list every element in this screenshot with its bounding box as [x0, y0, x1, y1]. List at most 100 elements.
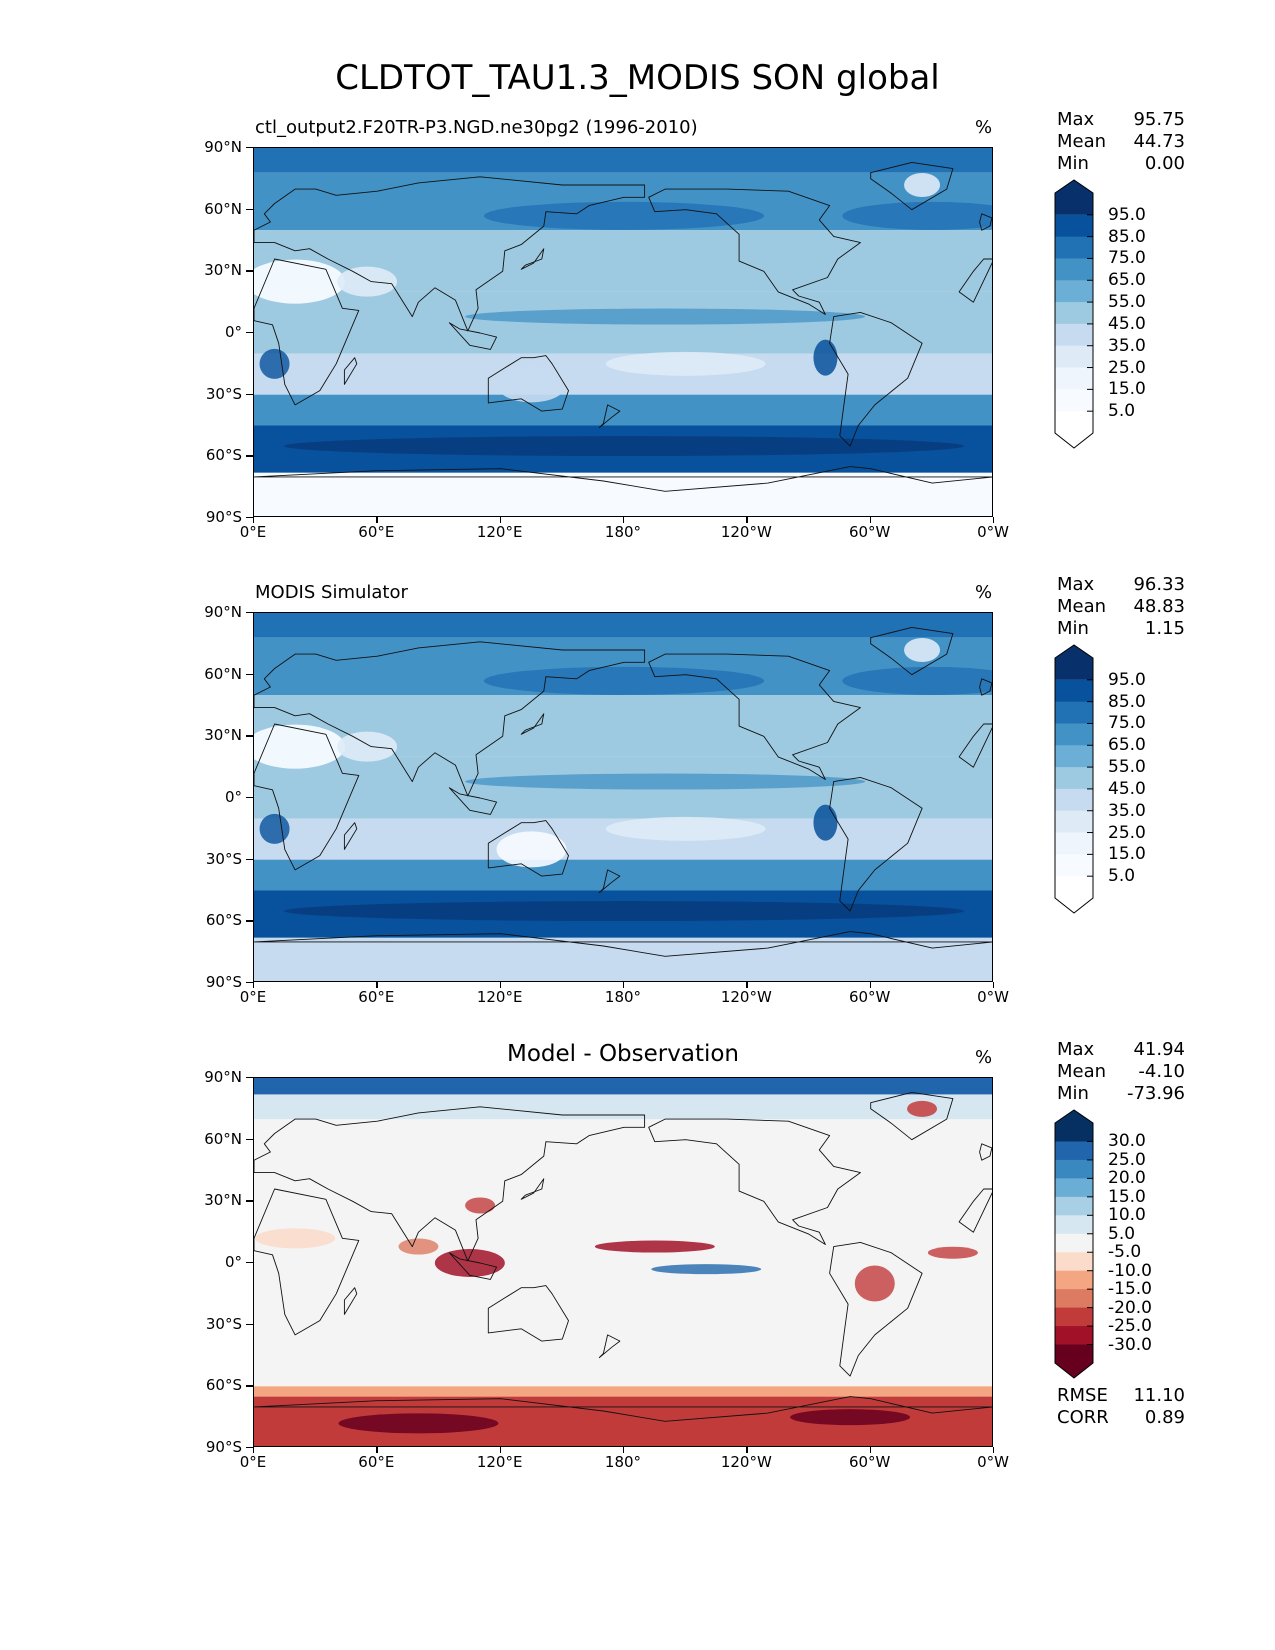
cloud-peru-stratocumulus	[813, 339, 838, 376]
stat-label: CORR	[1057, 1407, 1109, 1428]
stat-label: Max	[1057, 1039, 1095, 1060]
colorbar-segment-5	[1055, 767, 1093, 790]
lon-tick-label: 180°	[604, 523, 642, 541]
coastline-2	[254, 176, 646, 332]
lon-tick-label: 120°E	[476, 523, 523, 541]
lat-tick-mark	[246, 1138, 253, 1140]
lon-tick-mark	[993, 982, 995, 988]
colorbar-label: 10.0	[1108, 1205, 1146, 1226]
coastline-2	[254, 1106, 646, 1262]
lat-tick-label: 90°N	[204, 1068, 242, 1086]
lat-tick-mark	[246, 1262, 253, 1264]
colorbar-segment-6	[1055, 1233, 1093, 1253]
lon-tick-label: 180°	[604, 1453, 642, 1471]
units-label: %	[975, 582, 993, 603]
lat-tick-mark	[246, 147, 253, 149]
panel-title: Model - Observation	[506, 1041, 740, 1067]
panel-title: ctl_output2.F20TR-P3.NGD.ne30pg2 (1996-2…	[255, 117, 698, 138]
colorbar-label: 55.0	[1108, 292, 1146, 313]
colorbar-label: -10.0	[1108, 1260, 1152, 1281]
colorbar-segment-8	[1055, 832, 1093, 855]
diff-background	[254, 1078, 992, 1387]
colorbar-segment-7	[1055, 345, 1093, 369]
coastline-6	[870, 626, 954, 676]
coastline-5	[829, 311, 923, 447]
stat-value: 48.83	[1133, 596, 1185, 617]
lat-tick-mark	[246, 1200, 253, 1202]
lon-tick-mark	[869, 982, 871, 988]
lon-tick-mark	[376, 517, 378, 523]
colorbar-segment-4	[1055, 1196, 1093, 1216]
diff-amazon-negative	[854, 1265, 895, 1302]
lon-tick-mark	[376, 982, 378, 988]
colorbar-segment-2	[1055, 236, 1093, 259]
lat-tick-label: 90°S	[205, 973, 242, 991]
diff-greenland-negative	[907, 1100, 938, 1117]
diff-west-antarctica-deep	[790, 1409, 911, 1426]
colorbar-label: 5.0	[1108, 866, 1136, 887]
coastline-10	[979, 1143, 992, 1161]
stat-label: Mean	[1057, 1061, 1107, 1082]
lon-tick-label: 0°E	[239, 523, 267, 541]
colorbar-label: 25.0	[1108, 1149, 1146, 1170]
lat-tick-label: 30°S	[205, 849, 242, 868]
map-model	[253, 147, 993, 517]
lat-tick-mark	[246, 270, 253, 272]
diff-equatorial-positive	[651, 1264, 762, 1275]
colorbar-label: 15.0	[1108, 379, 1146, 400]
stat-row-mean: Mean 44.73	[1057, 131, 1185, 153]
cloud-greenland	[904, 638, 941, 662]
coastline-9	[448, 787, 498, 815]
lon-tick-mark	[746, 1447, 748, 1453]
lon-tick-label: 180°	[604, 988, 642, 1006]
stat-value: 44.73	[1133, 131, 1185, 152]
footer-row-rmse: RMSE 11.10	[1057, 1385, 1185, 1407]
diff-china	[465, 1197, 496, 1214]
colorbar-label: -20.0	[1108, 1297, 1152, 1318]
colorbar-label: 65.0	[1108, 270, 1146, 291]
cloud-band-antarctica	[254, 937, 992, 981]
coastline-0	[254, 723, 360, 871]
coastline-2	[254, 641, 646, 797]
colorbar-label: 75.0	[1108, 713, 1146, 734]
colorbar-label: 75.0	[1108, 248, 1146, 269]
lon-tick-mark	[993, 1447, 995, 1453]
stat-value: 1.15	[1144, 618, 1185, 639]
colorbar-label: -15.0	[1108, 1279, 1152, 1300]
lat-tick-label: 90°S	[205, 508, 242, 526]
cloud-band-south-midlat	[254, 394, 992, 426]
colorbar-segment-2	[1055, 701, 1093, 724]
lat-tick-mark	[246, 1323, 253, 1325]
lat-tick-label: 60°N	[204, 1129, 242, 1148]
stat-label: Mean	[1057, 596, 1107, 617]
stat-value: 41.94	[1133, 1039, 1185, 1060]
lon-tick-label: 120°W	[720, 988, 772, 1006]
cloud-peru-stratocumulus	[813, 804, 838, 841]
coastline-6	[870, 1091, 954, 1141]
cloud-north-atlantic-storm	[842, 201, 992, 230]
colorbar-wrap	[1054, 179, 1094, 453]
colorbar-segment-8	[1055, 367, 1093, 390]
coastline-8	[520, 248, 545, 270]
stat-value: 0.89	[1144, 1407, 1185, 1428]
map-canvas	[254, 1078, 992, 1446]
colorbar-label: 95.0	[1108, 204, 1146, 225]
lon-tick-mark	[376, 1447, 378, 1453]
colorbar-segment-6	[1055, 788, 1093, 812]
lat-tick-mark	[246, 982, 253, 984]
cloud-sahara-clear	[254, 724, 346, 769]
colorbar-segment-0	[1055, 645, 1093, 680]
lon-tick-mark	[499, 1447, 501, 1453]
stat-value: -73.96	[1126, 1083, 1185, 1104]
colorbar-label: 35.0	[1108, 335, 1146, 356]
stat-label: Max	[1057, 574, 1095, 595]
colorbar-segment-1	[1055, 1141, 1093, 1161]
colorbar-segment-1	[1055, 214, 1093, 238]
colorbar-label: 85.0	[1108, 226, 1146, 247]
stat-value: 0.00	[1144, 153, 1185, 174]
lat-tick-mark	[246, 332, 253, 334]
stats-block: Max 41.94 Mean -4.10 Min -73.96	[1057, 1039, 1185, 1105]
lat-tick-mark	[246, 1447, 253, 1449]
colorbar-segment-10	[1055, 1307, 1093, 1327]
colorbar-label: 45.0	[1108, 313, 1146, 334]
